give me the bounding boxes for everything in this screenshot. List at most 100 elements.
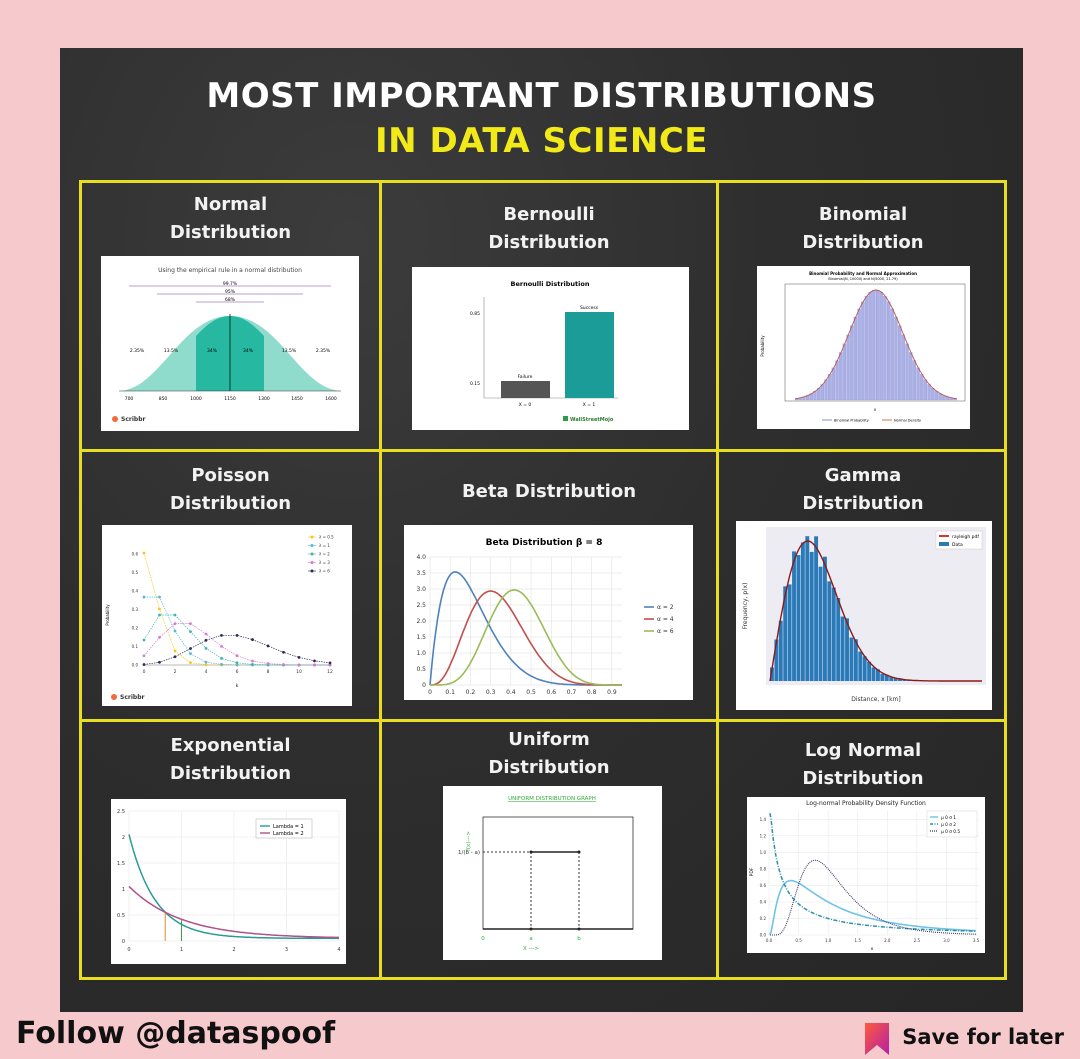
save-for-later-label[interactable]: Save for later bbox=[902, 1025, 1064, 1049]
histogram-bar bbox=[828, 374, 832, 401]
tick-label: 1.5 bbox=[416, 634, 426, 641]
cell-title-line2: Distribution bbox=[169, 493, 292, 514]
legend-entry: Normal Density bbox=[894, 419, 921, 423]
bar-failure bbox=[501, 381, 550, 398]
histogram-bar bbox=[923, 379, 928, 401]
histogram-bar bbox=[880, 673, 885, 681]
legend-entry: μ 0 σ 0.5 bbox=[941, 829, 960, 835]
legend-entry: α = 2 bbox=[657, 604, 674, 611]
histogram-bar bbox=[846, 334, 850, 401]
brand-label: Scribbr bbox=[121, 416, 145, 423]
histogram-bar bbox=[875, 290, 880, 401]
data-point bbox=[204, 638, 208, 642]
bookmark-icon[interactable] bbox=[862, 1021, 892, 1057]
wallstreetmojo-logo-icon bbox=[563, 416, 568, 421]
data-point bbox=[204, 646, 208, 650]
tick-label: 1 bbox=[122, 887, 125, 893]
cell-title-line1: Gamma bbox=[824, 465, 902, 486]
tick-label: 0.3 bbox=[132, 607, 139, 612]
data-point bbox=[142, 663, 146, 666]
histogram-bar bbox=[931, 388, 935, 401]
data-point bbox=[189, 661, 192, 665]
follow-label[interactable]: Follow @dataspoof bbox=[16, 1016, 336, 1051]
data-point bbox=[220, 633, 223, 637]
binomial-figure: Binomial Probability and Normal Approxim… bbox=[757, 266, 970, 429]
tick-label: 1300 bbox=[258, 396, 270, 402]
data-point bbox=[220, 644, 223, 648]
cell-title-line2: Distribution bbox=[488, 757, 610, 778]
data-point bbox=[142, 654, 146, 658]
tick-label: 4.0 bbox=[416, 554, 426, 561]
tick-label: 1600 bbox=[325, 396, 337, 402]
cell-title-line2: Distribution bbox=[169, 222, 292, 243]
tick-label: 2.5 bbox=[117, 809, 125, 815]
pct-label: 99.7% bbox=[223, 281, 238, 287]
legend-entry: μ 0 σ 1 bbox=[941, 815, 956, 821]
cell-title-line1: Beta Distribution bbox=[461, 481, 637, 502]
cell-uniform: Uniform Distribution UNIFORM DISTRIBUTIO… bbox=[382, 722, 716, 980]
tick-label: 850 bbox=[159, 396, 168, 402]
histogram-bar bbox=[845, 618, 849, 681]
tick-label: 2 bbox=[232, 947, 235, 953]
grid-divider bbox=[379, 183, 382, 977]
histogram-bar bbox=[853, 639, 858, 681]
data-point bbox=[235, 661, 239, 665]
tick-label: 2.5 bbox=[416, 602, 426, 609]
tick-label: 1450 bbox=[291, 396, 303, 402]
scribbr-logo-icon bbox=[111, 694, 117, 700]
histogram-bar bbox=[827, 581, 832, 681]
histogram-bar bbox=[840, 616, 845, 681]
data-point bbox=[235, 663, 239, 667]
brand-label: WallStreetMojo bbox=[570, 417, 614, 423]
histogram-bar bbox=[894, 316, 898, 401]
data-point bbox=[251, 662, 254, 666]
series-line bbox=[769, 879, 976, 935]
histogram-bar bbox=[879, 292, 883, 401]
tick-label: 1.5 bbox=[117, 861, 125, 867]
lognormal-figure: Log-normal Probability Density Function … bbox=[747, 797, 985, 953]
axis-label: Distance, x [km] bbox=[851, 696, 901, 703]
axis-label: x bbox=[874, 407, 877, 412]
cell-gamma: Gamma Distribution Frequency, p(x) Dista… bbox=[719, 452, 1007, 719]
cell-poisson: Poisson Distribution Probability 0.6 0.5 0… bbox=[82, 452, 379, 719]
histogram-bar bbox=[920, 374, 924, 401]
legend-entry: Data bbox=[952, 542, 963, 548]
data-point bbox=[173, 629, 177, 633]
tick-label: 3.5 bbox=[416, 570, 426, 577]
tick-label: 2 bbox=[174, 669, 177, 675]
tick-label: 0.6 bbox=[132, 552, 139, 557]
tick-label: b bbox=[577, 936, 581, 942]
data-point bbox=[158, 660, 161, 664]
histogram-bar bbox=[796, 555, 801, 681]
data-point bbox=[282, 663, 285, 666]
cell-title-line1: Poisson bbox=[191, 465, 270, 486]
histogram-bar bbox=[897, 325, 902, 401]
tick-label: 3.5 bbox=[973, 938, 980, 943]
cell-title-line2: Distribution bbox=[802, 768, 924, 789]
histogram-bar bbox=[853, 316, 858, 401]
tick-label: 0 bbox=[127, 947, 130, 953]
tick-label: 0.0 bbox=[760, 933, 767, 938]
histogram-bar bbox=[849, 637, 854, 681]
histogram-bar bbox=[861, 301, 865, 401]
axis-label: Frequency, p(x) bbox=[742, 583, 749, 630]
legend-entry: λ = 6 bbox=[319, 568, 330, 573]
tick-label: 0.6 bbox=[546, 689, 556, 696]
series-line bbox=[143, 623, 330, 666]
tick-label: 10 bbox=[296, 669, 302, 675]
histogram-bar bbox=[905, 343, 909, 401]
fig-caption: Beta Distribution β = 8 bbox=[486, 538, 603, 548]
tick-label: 0.5 bbox=[795, 938, 802, 943]
distribution-grid: Normal Distribution Using the empirical … bbox=[79, 180, 1007, 980]
data-point bbox=[297, 663, 301, 667]
cell-title-line1: Exponential bbox=[170, 735, 291, 756]
cell-title-line1: Log Normal bbox=[804, 740, 922, 761]
series-line bbox=[143, 634, 331, 665]
fig-caption: UNIFORM DISTRIBUTION GRAPH bbox=[508, 796, 596, 802]
cell-title-line2: Distribution bbox=[802, 232, 924, 253]
gamma-figure: Frequency, p(x) Distance, x [km] rayleig… bbox=[736, 521, 992, 710]
histogram-bar bbox=[842, 343, 847, 401]
histogram-bar bbox=[909, 352, 913, 401]
histogram-bar bbox=[778, 620, 783, 681]
tick-label: 2.0 bbox=[884, 938, 891, 943]
